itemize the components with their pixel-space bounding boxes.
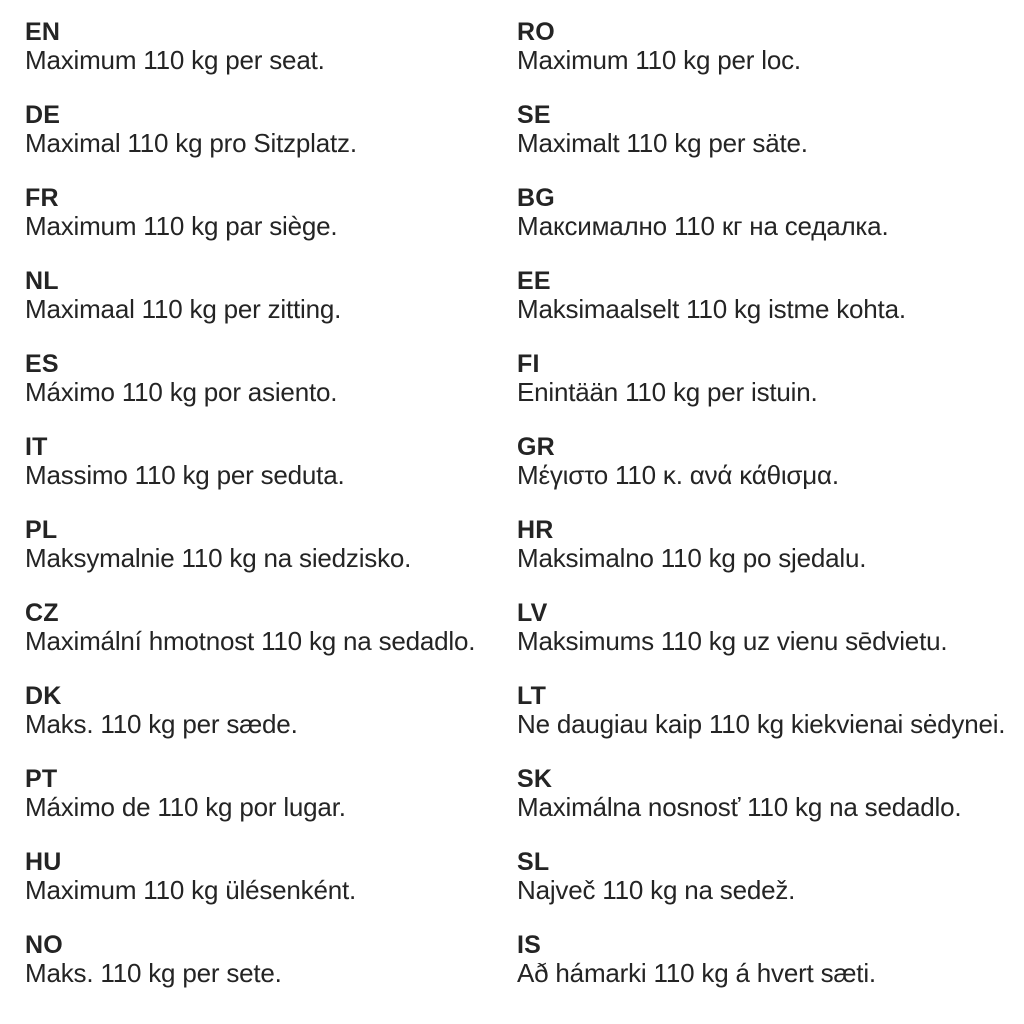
language-code: FI [517,350,540,378]
language-code: PT [25,765,58,793]
language-code: IS [517,931,542,959]
language-entry: EE Maksimaalselt 110 kg istme kohta. [517,268,1009,351]
language-code: IT [25,433,48,461]
language-code: HU [25,848,62,876]
translation-text: Maks. 110 kg per sæde. [25,709,298,739]
translation-text: Maximaal 110 kg per zitting. [25,294,342,324]
translation-text: Ne daugiau kaip 110 kg kiekvienai sėdyne… [517,709,1006,739]
language-entry: IS Að hámarki 110 kg á hvert sæti. [517,932,1009,1015]
language-entry: GR Μέγιστο 110 κ. ανά κάθισμα. [517,434,1009,517]
language-entry: LT Ne daugiau kaip 110 kg kiekvienai sėd… [517,683,1009,766]
language-code: FR [25,184,59,212]
translation-text: Μέγιστο 110 κ. ανά κάθισμα. [517,460,839,490]
language-entry: HR Maksimalno 110 kg po sjedalu. [517,517,1009,600]
language-code: ES [25,350,59,378]
language-code: SE [517,101,551,129]
language-code: PL [25,516,58,544]
language-code: BG [517,184,555,212]
language-entry: EN Maximum 110 kg per seat. [25,19,517,102]
translation-text: Maximalt 110 kg per säte. [517,128,808,158]
language-entry: NL Maximaal 110 kg per zitting. [25,268,517,351]
language-entry: IT Massimo 110 kg per seduta. [25,434,517,517]
language-code: RO [517,18,555,46]
language-code: HR [517,516,554,544]
translation-text: Največ 110 kg na sedež. [517,875,796,905]
translation-text: Maximum 110 kg per seat. [25,45,325,75]
language-entry: DE Maximal 110 kg pro Sitzplatz. [25,102,517,185]
language-entry: DK Maks. 110 kg per sæde. [25,683,517,766]
translation-text: Maximálna nosnosť 110 kg na sedadlo. [517,792,962,822]
language-entry: RO Maximum 110 kg per loc. [517,19,1009,102]
language-code: EE [517,267,551,295]
language-entry: SL Največ 110 kg na sedež. [517,849,1009,932]
right-column: RO Maximum 110 kg per loc. SE Maximalt 1… [517,19,1009,1015]
translation-text: Máximo de 110 kg por lugar. [25,792,346,822]
language-code: LT [517,682,547,710]
translation-text: Maximální hmotnost 110 kg na sedadlo. [25,626,476,656]
language-code: NO [25,931,63,959]
language-code: DE [25,101,61,129]
language-entry: BG Максимално 110 кг на седалка. [517,185,1009,268]
translation-text: Massimo 110 kg per seduta. [25,460,345,490]
translation-text: Máximo 110 kg por asiento. [25,377,338,407]
translation-text: Maximum 110 kg ülésenként. [25,875,357,905]
language-entry: NO Maks. 110 kg per sete. [25,932,517,1015]
left-column: EN Maximum 110 kg per seat. DE Maximal 1… [25,19,517,1015]
language-code: CZ [25,599,59,627]
translation-text: Maximum 110 kg per loc. [517,45,801,75]
translation-text: Að hámarki 110 kg á hvert sæti. [517,958,876,988]
language-entry: FR Maximum 110 kg par siège. [25,185,517,268]
translation-text: Maximal 110 kg pro Sitzplatz. [25,128,357,158]
language-entry: FI Enintään 110 kg per istuin. [517,351,1009,434]
language-code: NL [25,267,59,295]
language-code: GR [517,433,555,461]
language-entry: HU Maximum 110 kg ülésenként. [25,849,517,932]
translation-text: Maksimalno 110 kg po sjedalu. [517,543,867,573]
language-entry: SK Maximálna nosnosť 110 kg na sedadlo. [517,766,1009,849]
language-entry: PL Maksymalnie 110 kg na siedzisko. [25,517,517,600]
translation-text: Maks. 110 kg per sete. [25,958,282,988]
language-entry: CZ Maximální hmotnost 110 kg na sedadlo. [25,600,517,683]
language-entry: LV Maksimums 110 kg uz vienu sēdvietu. [517,600,1009,683]
translation-text: Maximum 110 kg par siège. [25,211,338,241]
language-entry: SE Maximalt 110 kg per säte. [517,102,1009,185]
language-entry: ES Máximo 110 kg por asiento. [25,351,517,434]
language-code: LV [517,599,548,627]
language-code: SL [517,848,550,876]
language-code: SK [517,765,553,793]
language-code: DK [25,682,62,710]
translation-text: Maksimaalselt 110 kg istme kohta. [517,294,906,324]
language-code: EN [25,18,61,46]
translation-text: Enintään 110 kg per istuin. [517,377,818,407]
language-entry: PT Máximo de 110 kg por lugar. [25,766,517,849]
translation-text: Maksimums 110 kg uz vienu sēdvietu. [517,626,948,656]
translation-text: Maksymalnie 110 kg na siedzisko. [25,543,412,573]
translation-text: Максимално 110 кг на седалка. [517,211,889,241]
